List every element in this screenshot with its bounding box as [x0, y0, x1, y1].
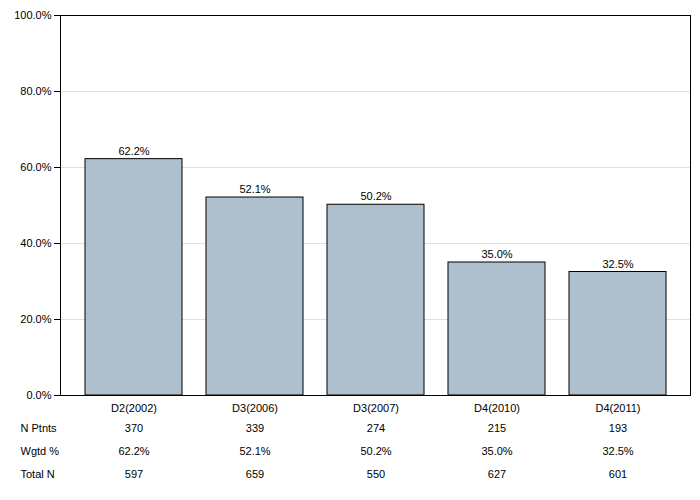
svg-text:550: 550 [367, 468, 385, 480]
svg-text:627: 627 [488, 468, 506, 480]
svg-text:52.1%: 52.1% [239, 183, 270, 195]
svg-text:D4(2010): D4(2010) [474, 402, 520, 414]
svg-text:601: 601 [609, 468, 627, 480]
svg-text:60.0%: 60.0% [20, 161, 51, 173]
svg-text:370: 370 [125, 422, 143, 434]
svg-text:Wgtd %: Wgtd % [21, 445, 60, 457]
svg-text:339: 339 [246, 422, 264, 434]
svg-text:20.0%: 20.0% [20, 313, 51, 325]
svg-text:D4(2011): D4(2011) [595, 402, 640, 414]
svg-text:50.2%: 50.2% [360, 445, 391, 457]
svg-text:35.0%: 35.0% [481, 248, 512, 260]
svg-text:D3(2007): D3(2007) [353, 402, 399, 414]
svg-text:35.0%: 35.0% [481, 445, 512, 457]
svg-text:32.5%: 32.5% [602, 445, 633, 457]
svg-text:274: 274 [367, 422, 385, 434]
svg-text:32.5%: 32.5% [602, 258, 633, 270]
svg-text:62.2%: 62.2% [118, 445, 149, 457]
svg-text:597: 597 [125, 468, 143, 480]
svg-text:52.1%: 52.1% [239, 445, 270, 457]
svg-text:659: 659 [246, 468, 264, 480]
svg-text:62.2%: 62.2% [118, 145, 149, 157]
svg-text:193: 193 [609, 422, 627, 434]
svg-text:D3(2006): D3(2006) [232, 402, 278, 414]
svg-text:80.0%: 80.0% [20, 85, 51, 97]
svg-text:0.0%: 0.0% [26, 389, 51, 401]
svg-text:D2(2002): D2(2002) [111, 402, 157, 414]
svg-text:N Ptnts: N Ptnts [21, 422, 58, 434]
svg-text:50.2%: 50.2% [360, 190, 391, 202]
svg-text:100.0%: 100.0% [14, 9, 52, 21]
svg-text:215: 215 [488, 422, 506, 434]
svg-text:Total N: Total N [21, 468, 55, 480]
svg-text:40.0%: 40.0% [20, 237, 51, 249]
